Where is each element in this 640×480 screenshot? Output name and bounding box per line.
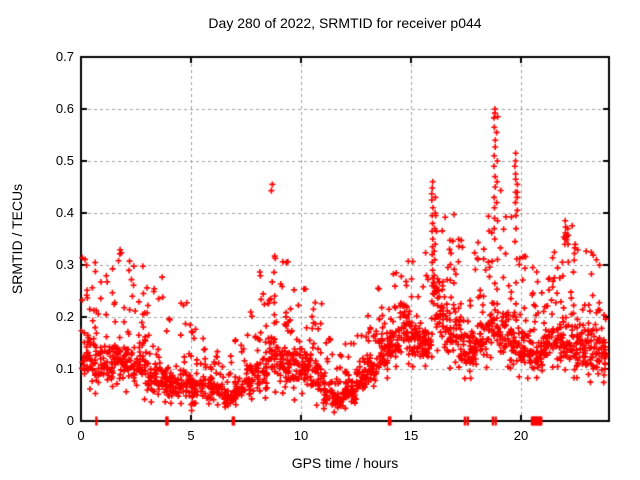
x-tick-label: 0 xyxy=(77,428,85,443)
x-tick-label: 15 xyxy=(403,428,419,443)
y-tick-label: 0.6 xyxy=(55,101,74,116)
x-tick-label: 5 xyxy=(187,428,195,443)
y-tick-label: 0.5 xyxy=(55,153,74,168)
x-tick-label: 20 xyxy=(513,428,529,443)
y-tick-label: 0.4 xyxy=(55,205,74,220)
y-axis-label: SRMTID / TECUs xyxy=(9,183,25,295)
y-tick-label: 0 xyxy=(66,413,74,428)
chart-title: Day 280 of 2022, SRMTID for receiver p04… xyxy=(208,15,482,31)
y-tick-label: 0.2 xyxy=(55,309,74,324)
y-tick-label: 0.1 xyxy=(55,361,74,376)
x-tick-label: 10 xyxy=(293,428,309,443)
x-axis-label: GPS time / hours xyxy=(291,455,399,471)
y-tick-label: 0.7 xyxy=(55,49,74,64)
y-tick-label: 0.3 xyxy=(55,257,74,272)
